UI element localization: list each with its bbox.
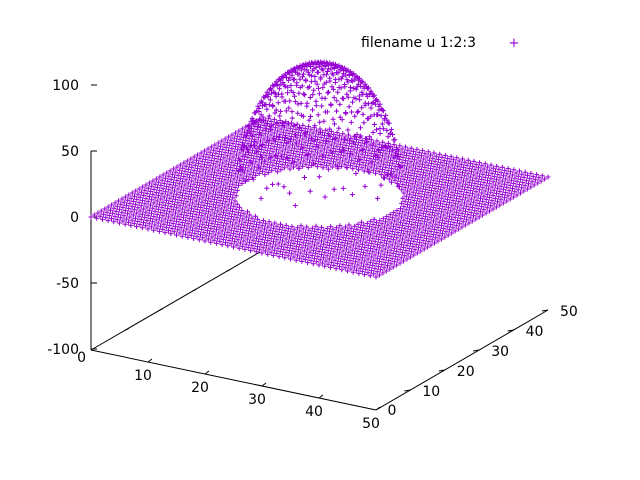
surface-points <box>88 59 551 280</box>
x-tick-label: 10 <box>134 368 152 384</box>
z-tick-label: 0 <box>70 210 79 226</box>
x-tick-mark <box>375 406 381 411</box>
back-tick-mark <box>158 308 163 312</box>
y-axis-line <box>375 309 549 411</box>
y-tick-mark <box>404 389 411 392</box>
z-axis-ticks: 100 50 0 -50 -100 <box>47 78 97 358</box>
y-tick-mark <box>473 349 480 352</box>
plot-axes <box>90 151 549 411</box>
x-tick-mark <box>318 394 324 399</box>
x-tick-mark <box>204 370 210 375</box>
x-tick-label: 20 <box>191 380 209 396</box>
x-tick-label: 50 <box>362 416 380 432</box>
x-axis-ticks: 0 10 20 30 40 50 <box>77 269 381 432</box>
z-tick-label: -100 <box>47 342 79 358</box>
x-tick-label: 40 <box>305 404 323 420</box>
back-tick-mark <box>225 269 231 273</box>
y-axis-ticks: 0 10 20 30 40 50 <box>388 304 578 419</box>
y-tick-label: 30 <box>491 344 509 360</box>
legend-marker: + <box>509 36 520 51</box>
y-tick-label: 50 <box>560 304 578 320</box>
z-tick-label: 50 <box>61 144 79 160</box>
z-tick-label: 100 <box>52 78 79 94</box>
y-tick-mark <box>507 329 514 332</box>
back-tick-mark <box>192 288 197 292</box>
x-tick-mark <box>261 382 267 387</box>
x-tick-label: 30 <box>248 392 266 408</box>
surface-point-markers <box>88 59 551 280</box>
y-tick-mark <box>541 309 549 312</box>
back-tick-mark <box>124 327 130 331</box>
y-origin-label: 0 <box>388 403 397 419</box>
legend-label: filename u 1:2:3 <box>361 35 476 51</box>
x-tick-mark <box>147 358 153 363</box>
back-edge-line <box>90 251 261 351</box>
z-tick-label: -50 <box>56 276 79 292</box>
legend: filename u 1:2:3 + <box>361 35 519 51</box>
x-origin-label: 0 <box>77 350 86 366</box>
y-tick-label: 40 <box>526 324 544 340</box>
y-tick-mark <box>438 369 445 372</box>
x-axis-line <box>90 349 377 411</box>
y-tick-label: 10 <box>422 384 440 400</box>
y-tick-label: 20 <box>457 364 475 380</box>
